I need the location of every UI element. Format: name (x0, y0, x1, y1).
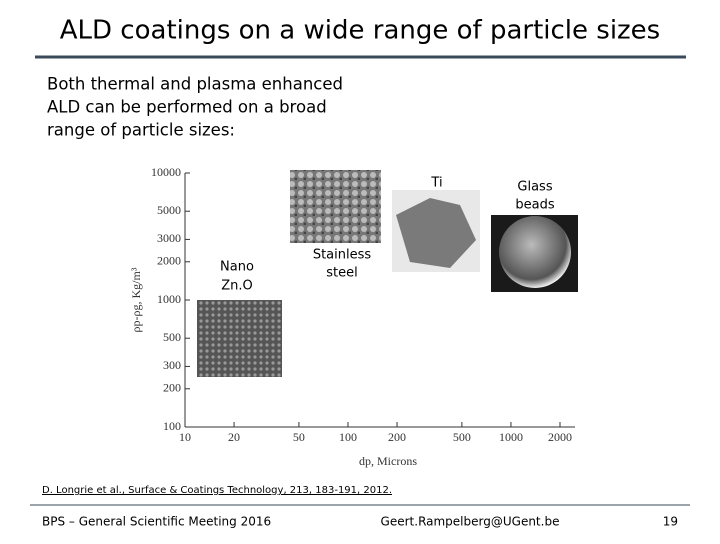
body-text: Both thermal and plasma enhanced ALD can… (47, 75, 343, 140)
y-tick-label: 3000 (157, 231, 181, 245)
image-label: Nano (220, 260, 254, 275)
glass-bead (499, 216, 571, 288)
page-number: 19 (663, 515, 678, 529)
image-label: Zn.O (221, 279, 253, 294)
y-tick-label: 300 (163, 358, 181, 372)
y-tick-label: 1000 (157, 292, 181, 306)
x-tick-label: 50 (293, 430, 305, 444)
x-tick-label: 1000 (499, 430, 523, 444)
steel-image (290, 170, 381, 243)
image-label: Stainless (313, 248, 372, 263)
body-line: range of particle sizes: (47, 121, 235, 140)
x-tick-label: 200 (388, 430, 406, 444)
footer-center: Geert.Rampelberg@UGent.be (381, 515, 560, 529)
y-tick-label: 500 (163, 330, 181, 344)
y-tick-label: 10000 (151, 165, 181, 179)
y-tick-label: 200 (163, 381, 181, 395)
body-line: Both thermal and plasma enhanced (47, 75, 343, 94)
footer-left: BPS – General Scientific Meeting 2016 (42, 515, 271, 529)
zno-image (197, 300, 282, 377)
image-label: beads (515, 198, 554, 213)
image-label: Ti (430, 176, 442, 191)
x-tick-label: 100 (339, 430, 357, 444)
y-tick-label: 5000 (157, 203, 181, 217)
x-tick-label: 2000 (548, 430, 572, 444)
x-tick-label: 10 (179, 430, 191, 444)
x-tick-label: 20 (228, 430, 240, 444)
x-tick-label: 500 (453, 430, 471, 444)
figure: ρp-ρg, Kg/m³ dp, Microns Nano Zn.O Stain… (129, 165, 578, 468)
x-axis-label: dp, Microns (359, 454, 417, 468)
body-line: ALD can be performed on a broad (47, 98, 327, 117)
image-label: steel (326, 266, 357, 281)
y-axis-label: ρp-ρg, Kg/m³ (129, 267, 143, 332)
reference: D. Longrie et al., Surface & Coatings Te… (42, 485, 392, 496)
ti-particle (396, 198, 476, 268)
y-tick-label: 100 (163, 419, 181, 433)
title: ALD coatings on a wide range of particle… (60, 16, 660, 46)
y-tick-label: 2000 (157, 254, 181, 268)
image-label: Glass (517, 180, 552, 195)
